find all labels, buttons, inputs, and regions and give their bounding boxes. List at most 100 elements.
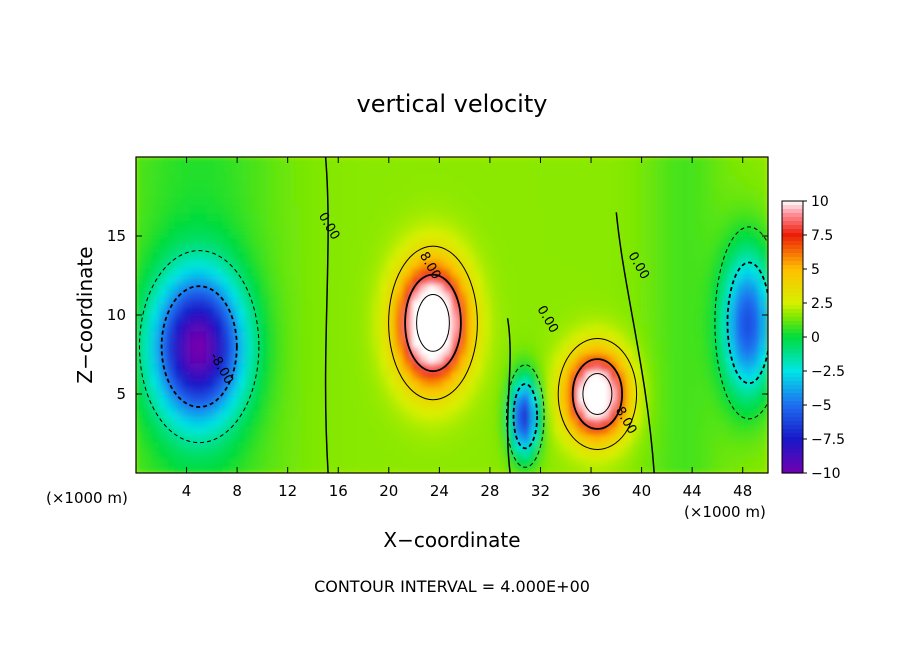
field-cell xyxy=(466,290,477,301)
field-cell xyxy=(308,329,319,340)
field-cell xyxy=(269,377,280,388)
field-cell xyxy=(616,408,627,419)
field-cell xyxy=(624,258,635,269)
field-cell xyxy=(569,416,580,427)
field-cell xyxy=(142,195,153,206)
field-cell xyxy=(136,195,145,206)
field-cell xyxy=(656,337,667,348)
field-cell xyxy=(403,448,414,459)
contour-line-positive xyxy=(416,294,450,352)
field-cell xyxy=(632,377,643,388)
field-cell xyxy=(616,258,627,269)
field-cell xyxy=(136,314,145,324)
field-cell xyxy=(711,424,722,435)
field-cell xyxy=(585,416,596,427)
field-cell xyxy=(530,424,540,435)
field-cell xyxy=(182,219,193,230)
field-cell xyxy=(601,440,611,451)
field-cell xyxy=(245,282,256,293)
field-cell xyxy=(522,219,532,230)
colorbar-tick-label: 0 xyxy=(811,330,820,346)
field-cell xyxy=(522,385,532,395)
field-cell xyxy=(474,369,485,380)
field-cell xyxy=(403,227,414,237)
field-cell xyxy=(300,448,311,459)
field-cell xyxy=(277,250,288,261)
field-cell xyxy=(490,242,501,253)
field-cell xyxy=(703,361,714,372)
field-cell xyxy=(182,337,193,348)
field-cell xyxy=(664,456,675,467)
field-cell xyxy=(632,432,643,443)
field-cell xyxy=(395,456,406,467)
field-cell xyxy=(506,393,517,403)
field-cell xyxy=(569,242,580,253)
field-cell xyxy=(656,369,667,380)
field-cell xyxy=(624,203,635,214)
field-cell xyxy=(387,195,398,206)
field-cell xyxy=(514,464,525,473)
field-cell xyxy=(695,258,706,269)
field-cell xyxy=(490,195,501,206)
field-cell xyxy=(545,258,556,269)
field-cell xyxy=(229,163,240,174)
field-cell xyxy=(664,337,675,348)
field-cell xyxy=(277,211,288,222)
field-cell xyxy=(136,400,145,411)
field-cell xyxy=(498,187,509,198)
field-cell xyxy=(316,345,327,356)
field-cell xyxy=(751,385,762,395)
field-cell xyxy=(293,408,303,419)
field-cell xyxy=(277,345,288,356)
field-cell xyxy=(427,163,438,174)
field-cell xyxy=(245,227,256,237)
field-cell xyxy=(577,227,588,237)
field-cell xyxy=(332,345,343,356)
field-cell xyxy=(545,282,556,293)
field-cell xyxy=(372,163,382,174)
field-cell xyxy=(498,416,509,427)
field-cell xyxy=(522,440,532,451)
field-cell xyxy=(308,282,319,293)
field-cell xyxy=(387,211,398,222)
field-cell xyxy=(300,440,311,451)
field-cell xyxy=(553,211,564,222)
field-cell xyxy=(198,187,209,198)
field-cell xyxy=(474,274,485,285)
field-cell xyxy=(727,195,738,206)
field-cell xyxy=(506,353,517,364)
field-cell xyxy=(427,464,438,473)
field-cell xyxy=(245,361,256,372)
field-cell xyxy=(261,258,272,269)
field-cell xyxy=(719,448,730,459)
field-cell xyxy=(664,400,675,411)
colorbar-tick-label: −10 xyxy=(811,466,841,482)
field-cell xyxy=(237,306,248,316)
field-cell xyxy=(190,195,201,206)
field-cell xyxy=(577,195,588,206)
field-cell xyxy=(332,219,343,230)
field-cell xyxy=(142,282,153,293)
field-cell xyxy=(482,314,493,324)
field-cell xyxy=(356,393,367,403)
colorbar-swatch xyxy=(782,369,803,374)
field-cell xyxy=(285,266,295,277)
field-cell xyxy=(616,195,627,206)
field-cell xyxy=(514,416,525,427)
field-cell xyxy=(150,203,161,214)
field-cell xyxy=(695,179,706,190)
field-cell xyxy=(640,203,651,214)
field-cell xyxy=(759,408,768,419)
field-cell xyxy=(158,219,169,230)
field-cell xyxy=(316,321,327,332)
field-cell xyxy=(261,448,272,459)
field-cell xyxy=(672,369,683,380)
field-cell xyxy=(577,187,588,198)
field-cell xyxy=(419,329,430,340)
field-cell xyxy=(411,385,422,395)
field-cell xyxy=(601,242,611,253)
field-cell xyxy=(553,298,564,309)
field-cell xyxy=(340,219,351,230)
field-cell xyxy=(332,258,343,269)
field-cell xyxy=(150,464,161,473)
